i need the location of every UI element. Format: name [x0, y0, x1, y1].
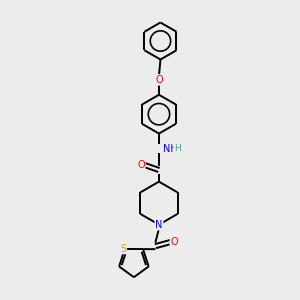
Text: O: O — [137, 160, 145, 170]
Text: NH: NH — [163, 143, 177, 154]
Text: N: N — [155, 220, 163, 230]
Text: H: H — [174, 144, 181, 153]
Text: S: S — [120, 244, 126, 254]
Text: O: O — [155, 75, 163, 85]
Text: O: O — [170, 237, 178, 247]
